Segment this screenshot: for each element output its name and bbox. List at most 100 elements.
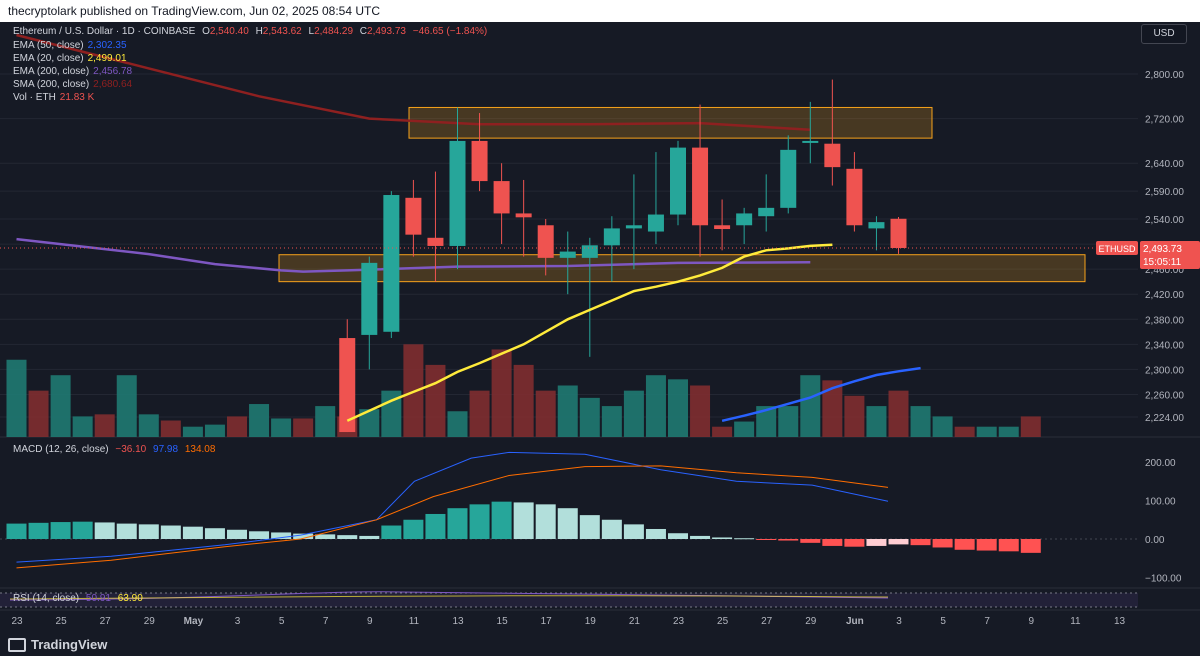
macd-histogram-bar: [138, 524, 159, 539]
volume-bar: [535, 390, 556, 437]
legend-symbol-row: Ethereum / U.S. Dollar · 1D · COINBASE O…: [13, 26, 491, 37]
volume-bar: [6, 359, 27, 437]
volume-bar: [579, 397, 600, 437]
macd-histogram-bar: [271, 532, 292, 539]
volume-bar: [712, 426, 733, 437]
volume-bar: [116, 375, 137, 437]
volume-bar: [359, 409, 380, 437]
candle-body: [405, 197, 422, 235]
candle-body: [736, 213, 753, 226]
macd-histogram-bar: [204, 528, 225, 539]
x-tick-label: 9: [1029, 616, 1035, 627]
macd-histogram-bar: [315, 534, 336, 539]
volume-bar: [315, 406, 336, 437]
legend-close-label: C: [359, 26, 368, 37]
x-tick-label: 15: [497, 616, 509, 627]
x-tick-label: 3: [896, 616, 902, 627]
price-badge-bg: [1140, 240, 1200, 269]
volume-bar: [778, 406, 799, 437]
x-tick-label: 11: [1070, 616, 1081, 627]
rsi-ma-line: [9, 595, 889, 600]
volume-bar: [271, 418, 292, 437]
candle-body: [625, 225, 642, 229]
legend-ema200-label: EMA (200, close): [13, 66, 90, 77]
macd-line: [16, 451, 889, 563]
x-tick-label: May: [184, 616, 204, 627]
macd-histogram-bar: [932, 539, 953, 548]
candle-body: [647, 214, 664, 232]
legend-low-label: L: [308, 26, 315, 37]
price-tick-label: 2,420.00: [1145, 290, 1184, 301]
candle-body: [559, 251, 576, 258]
macd-histogram-bar: [601, 519, 622, 539]
macd-histogram-bar: [469, 504, 490, 539]
legend-rsi-value: 50.91: [85, 593, 111, 604]
macd-signal-line: [16, 465, 889, 569]
volume-bar: [800, 375, 821, 437]
macd-histogram-bar: [734, 538, 755, 540]
x-tick-label: 7: [984, 616, 990, 627]
candle-body: [537, 225, 554, 258]
candle-body: [802, 140, 819, 143]
ema200-line: [16, 237, 811, 273]
volume-bar: [690, 385, 711, 437]
volume-bar: [668, 379, 688, 437]
legend-macd-label: MACD (12, 26, close): [13, 444, 109, 455]
ema50-line: [721, 366, 921, 423]
candle-body: [780, 149, 797, 208]
volume-bar: [866, 406, 887, 437]
legend-sma200-label: SMA (200, close): [13, 79, 90, 90]
price-tick-label: 2,640.00: [1145, 159, 1184, 170]
macd-histogram-bar: [668, 533, 688, 539]
macd-histogram-bar: [403, 519, 424, 539]
footer: TradingView: [0, 634, 1200, 656]
tradingview-logo: TradingView: [8, 637, 107, 653]
macd-histogram-bar: [866, 539, 887, 546]
x-tick-label: 29: [144, 616, 156, 627]
legend-sma200: SMA (200, close) 2,680.64: [13, 79, 136, 90]
x-tick-label: 17: [541, 616, 553, 627]
volume-bar: [50, 375, 71, 437]
x-tick-label: 23: [673, 616, 685, 627]
volume-bar: [601, 406, 622, 437]
x-tick-label: 27: [100, 616, 112, 627]
candle-body: [427, 237, 444, 246]
macd-histogram-bar: [491, 501, 512, 539]
macd-histogram-bar: [425, 513, 446, 539]
candle-body: [890, 218, 907, 248]
candle-body: [383, 195, 400, 332]
legend-ema20-value: 2,499.01: [87, 53, 127, 64]
legend-high-value: 2,543.62: [262, 26, 302, 37]
legend-open-label: O: [202, 26, 210, 37]
legend-ema200-value: 2,456.78: [93, 66, 133, 77]
price-tick-label: 2,340.00: [1145, 340, 1184, 351]
price-tick-label: 2,300.00: [1145, 365, 1184, 376]
macd-histogram-bar: [227, 529, 247, 539]
price-tick-label: 2,460.00: [1145, 265, 1184, 276]
candle-body: [581, 245, 598, 258]
macd-histogram-bar: [28, 522, 49, 539]
macd-histogram-bar: [690, 535, 711, 539]
macd-histogram-bar: [249, 531, 270, 539]
macd-histogram-bar: [998, 539, 1019, 552]
volume-bar: [28, 390, 49, 437]
macd-histogram-bar: [888, 539, 909, 545]
volume-bar: [249, 404, 270, 437]
volume-bar: [1020, 416, 1041, 437]
legend-ema50-value: 2,302.35: [87, 40, 127, 51]
legend-volume: Vol · ETH 21.83 K: [13, 92, 98, 103]
volume-bar: [932, 416, 953, 437]
macd-histogram-bar: [976, 539, 997, 551]
currency-button[interactable]: USD: [1141, 24, 1187, 44]
macd-histogram-bar: [6, 523, 27, 539]
macd-histogram-bar: [954, 539, 975, 550]
candle-body: [361, 262, 378, 335]
candle-body: [692, 147, 709, 226]
macd-histogram-bar: [822, 539, 843, 546]
volume-bar: [888, 390, 909, 437]
candle-body: [824, 143, 841, 168]
macd-tick-label: 0.00: [1145, 535, 1165, 546]
legend-rsi: RSI (14, close) 50.91 63.90: [13, 593, 147, 604]
price-chart[interactable]: 2,224.00 2,260.00 2,300.00 2,340.00 2,380.00…: [0, 22, 1200, 634]
candle-body: [846, 168, 863, 226]
